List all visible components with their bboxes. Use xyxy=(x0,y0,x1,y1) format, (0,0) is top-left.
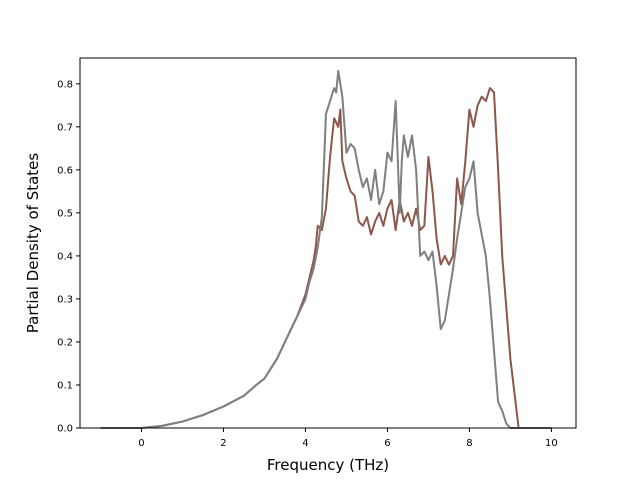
x-tick-label: 4 xyxy=(302,438,308,449)
y-axis: 0.0 0.1 0.2 0.3 0.4 0.5 0.6 0.7 0.8 xyxy=(57,79,80,435)
y-tick-label: 0.7 xyxy=(57,122,73,133)
x-tick-label: 2 xyxy=(220,438,226,449)
y-tick-label: 0.1 xyxy=(57,380,73,391)
y-tick-label: 0.0 xyxy=(57,424,73,435)
y-tick-label: 0.4 xyxy=(57,251,73,262)
y-tick-label: 0.8 xyxy=(57,79,73,90)
x-axis: 0 2 4 6 8 10 xyxy=(138,428,558,449)
series-layer xyxy=(100,69,552,429)
x-axis-title: Frequency (THz) xyxy=(267,456,389,474)
x-tick-label: 10 xyxy=(545,438,558,449)
y-tick-label: 0.2 xyxy=(57,337,73,348)
plot-frame xyxy=(79,57,577,429)
y-tick-label: 0.6 xyxy=(57,165,73,176)
y-axis-title: Partial Density of States xyxy=(24,153,42,334)
y-tick-label: 0.3 xyxy=(57,294,73,305)
x-tick-label: 6 xyxy=(384,438,390,449)
x-tick-label: 0 xyxy=(138,438,144,449)
x-tick-label: 8 xyxy=(466,438,472,449)
series-line-1 xyxy=(100,69,552,429)
y-tick-label: 0.5 xyxy=(57,208,73,219)
